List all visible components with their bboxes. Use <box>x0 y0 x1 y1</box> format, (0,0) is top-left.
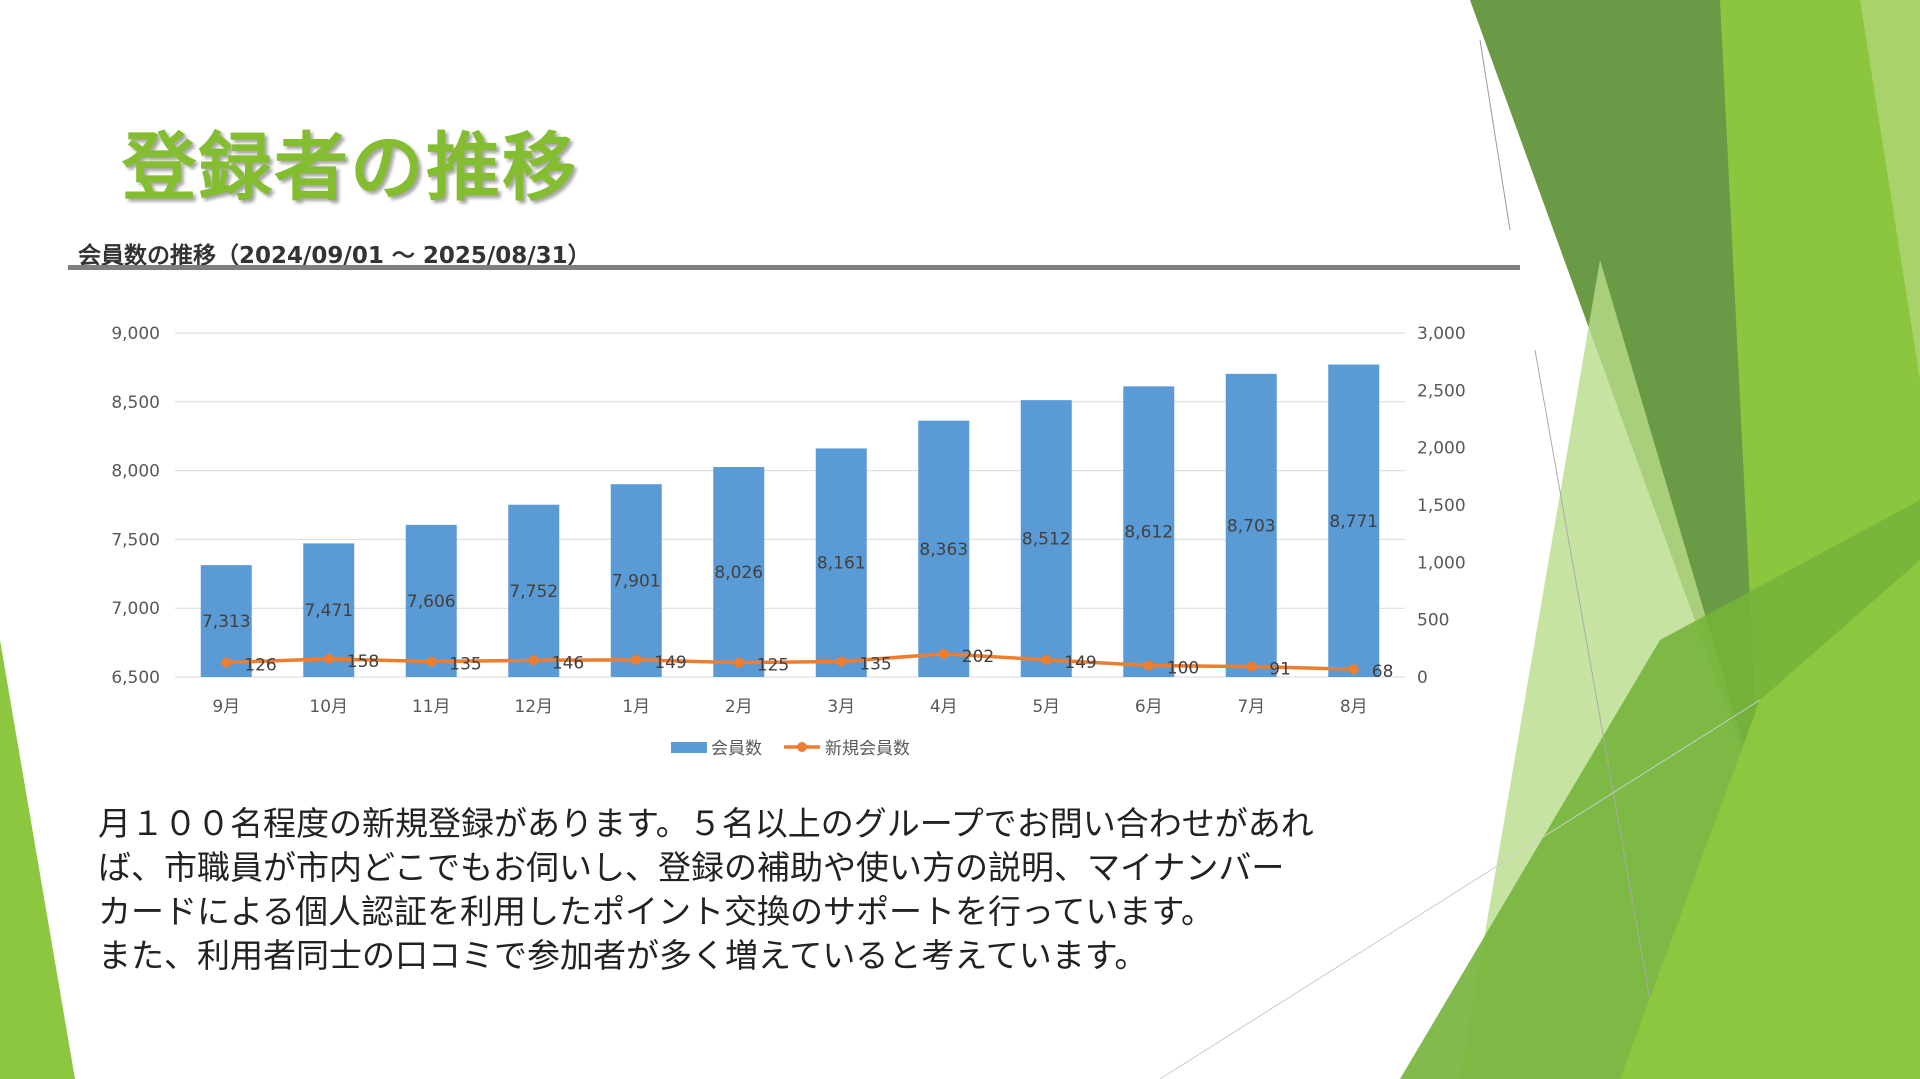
bar-7月 <box>1225 373 1277 677</box>
right-axis-tick: 2,000 <box>1417 439 1466 459</box>
bar-1月 <box>610 484 662 677</box>
category-label: 2月 <box>725 697 753 717</box>
bar-3月 <box>815 448 867 677</box>
category-label: 6月 <box>1135 697 1163 717</box>
right-axis-tick: 2,500 <box>1417 381 1466 401</box>
left-axis-tick: 8,500 <box>111 393 160 413</box>
bar-8月 <box>1328 364 1380 677</box>
line-point <box>323 653 334 664</box>
bar-6月 <box>1123 386 1175 677</box>
line-data-label: 149 <box>1064 653 1096 673</box>
left-axis-tick: 9,000 <box>111 324 160 344</box>
right-axis-tick: 3,000 <box>1417 324 1466 344</box>
bar-data-label: 8,026 <box>714 563 763 583</box>
left-axis-tick: 8,000 <box>111 462 160 482</box>
bar-12月 <box>508 504 560 677</box>
line-data-label: 125 <box>757 656 789 676</box>
bar-data-label: 8,703 <box>1227 516 1276 536</box>
line-point <box>1143 660 1154 671</box>
category-label: 8月 <box>1340 697 1368 717</box>
category-label: 5月 <box>1032 697 1060 717</box>
bar-data-label: 7,313 <box>202 612 251 632</box>
bar-4月 <box>918 420 970 677</box>
bar-data-label: 8,612 <box>1124 523 1173 543</box>
bar-2月 <box>713 467 765 677</box>
body-line: ば、市職員が市内どこでもお伺いし、登録の補助や使い方の説明、マイナンバー <box>98 848 1285 887</box>
line-data-label: 91 <box>1269 660 1291 680</box>
left-green-triangle <box>0 640 75 1079</box>
legend-label-new-members: 新規会員数 <box>825 739 910 759</box>
bar-data-label: 7,606 <box>407 592 456 612</box>
left-axis-tick: 7,000 <box>111 599 160 619</box>
bar-data-label: 8,161 <box>817 554 866 574</box>
line-point <box>1348 664 1359 675</box>
bar-data-label: 7,752 <box>509 582 558 602</box>
category-label: 12月 <box>514 697 553 717</box>
left-axis-tick: 7,500 <box>111 530 160 550</box>
line-data-label: 100 <box>1167 659 1199 679</box>
bar-data-label: 8,771 <box>1329 512 1378 532</box>
light-green-band <box>1860 0 1920 380</box>
line-data-label: 135 <box>859 655 891 675</box>
line-point <box>1246 661 1257 672</box>
bar-data-label: 7,471 <box>304 601 353 621</box>
legend-marker <box>797 742 807 752</box>
body-line: また、利用者同士の口コミで参加者が多く増えていると考えています。 <box>98 936 1148 975</box>
bar-data-label: 8,363 <box>919 540 968 560</box>
bar-11月 <box>405 524 457 677</box>
line-point <box>528 655 539 666</box>
slide-title: 登録者の推移 <box>122 125 578 211</box>
line-point <box>733 657 744 668</box>
body-text: 月１００名程度の新規登録があります。５名以上のグループでお問い合わせがあれ ば、… <box>98 802 1458 978</box>
category-label: 9月 <box>212 697 240 717</box>
category-label: 4月 <box>930 697 958 717</box>
subtitle-underline <box>68 265 1520 270</box>
line-point <box>221 657 232 668</box>
category-label: 1月 <box>622 697 650 717</box>
right-axis-tick: 1,500 <box>1417 496 1466 516</box>
body-line: 月１００名程度の新規登録があります。５名以上のグループでお問い合わせがあれ <box>98 804 1314 843</box>
category-label: 11月 <box>412 697 451 717</box>
line-data-label: 146 <box>552 653 584 673</box>
right-axis-tick: 0 <box>1417 668 1428 688</box>
line-point <box>938 648 949 659</box>
line-data-label: 126 <box>244 656 276 676</box>
line-data-label: 68 <box>1372 662 1394 682</box>
legend-swatch-members <box>671 742 707 753</box>
line-data-label: 202 <box>962 647 994 667</box>
line-data-label: 135 <box>449 655 481 675</box>
line-point <box>631 654 642 665</box>
bar-data-label: 8,512 <box>1022 530 1071 550</box>
line-data-label: 158 <box>347 652 379 672</box>
category-label: 3月 <box>827 697 855 717</box>
left-axis-tick: 6,500 <box>111 668 160 688</box>
line-point <box>1041 654 1052 665</box>
bar-data-label: 7,901 <box>612 572 661 592</box>
right-axis-tick: 1,000 <box>1417 553 1466 573</box>
chart-subtitle: 会員数の推移（2024/09/01 ～ 2025/08/31） <box>78 243 591 269</box>
bar-5月 <box>1020 400 1072 677</box>
line-point <box>836 656 847 667</box>
category-label: 10月 <box>309 697 348 717</box>
bright-green-band <box>1620 560 1920 1079</box>
category-label: 7月 <box>1237 697 1265 717</box>
new-members-line <box>226 652 1354 671</box>
line-point <box>426 656 437 667</box>
right-axis-tick: 500 <box>1417 611 1449 631</box>
body-line: カードによる個人認証を利用したポイント交換のサポートを行っています。 <box>98 892 1215 931</box>
line-data-label: 149 <box>654 653 686 673</box>
legend-label-members: 会員数 <box>711 739 762 759</box>
